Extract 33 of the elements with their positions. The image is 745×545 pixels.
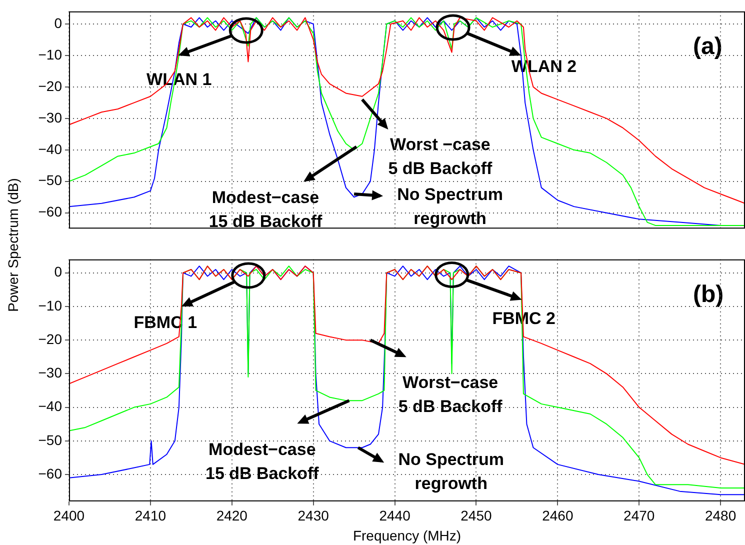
y-tick-label: −30 <box>38 364 62 381</box>
y-tick-label: 0 <box>54 14 62 31</box>
annotation: (a) <box>693 32 722 62</box>
y-tick-label: −40 <box>38 140 62 157</box>
y-tick-label: −10 <box>38 46 62 62</box>
y-tick-label: −60 <box>38 465 62 482</box>
y-tick-label: −20 <box>38 330 62 347</box>
y-tick-label: −20 <box>38 78 62 94</box>
y-tick-label: −30 <box>38 109 62 126</box>
x-tick-label: 2480 <box>704 508 736 524</box>
x-tick-label: 2410 <box>134 508 166 524</box>
y-tick-label: −50 <box>38 432 62 448</box>
y-tick-label: −60 <box>38 204 62 220</box>
y-axis-title: Power Spectrum (dB) <box>5 178 21 312</box>
annotation: (b) <box>693 280 724 310</box>
annotation: Modest−case 15 dB Backoff <box>208 186 322 233</box>
annotation: No Spectrum regrowth <box>397 184 503 230</box>
annotation: Worst−case 5 dB Backoff <box>398 372 502 418</box>
x-tick-label: 2460 <box>542 508 574 524</box>
y-tick-label: −10 <box>38 297 62 314</box>
y-tick-label: −50 <box>38 172 62 188</box>
y-tick-label: −40 <box>38 398 62 414</box>
annotation: Worst −case 5 dB Backoff <box>388 134 492 180</box>
x-tick-label: 2400 <box>53 508 85 524</box>
x-tick-label: 2430 <box>298 508 330 524</box>
annotation: No Spectrum regrowth <box>398 448 504 495</box>
x-tick-label: 2440 <box>379 508 411 524</box>
x-tick-label: 2420 <box>216 508 248 524</box>
annotation: Modest−case 15 dB Backoff <box>205 438 319 485</box>
x-tick-label: 2470 <box>624 508 655 524</box>
x-tick-label: 2450 <box>460 508 492 524</box>
x-axis-title: Frequency (MHz) <box>352 527 462 544</box>
y-tick-label: 0 <box>54 264 62 280</box>
